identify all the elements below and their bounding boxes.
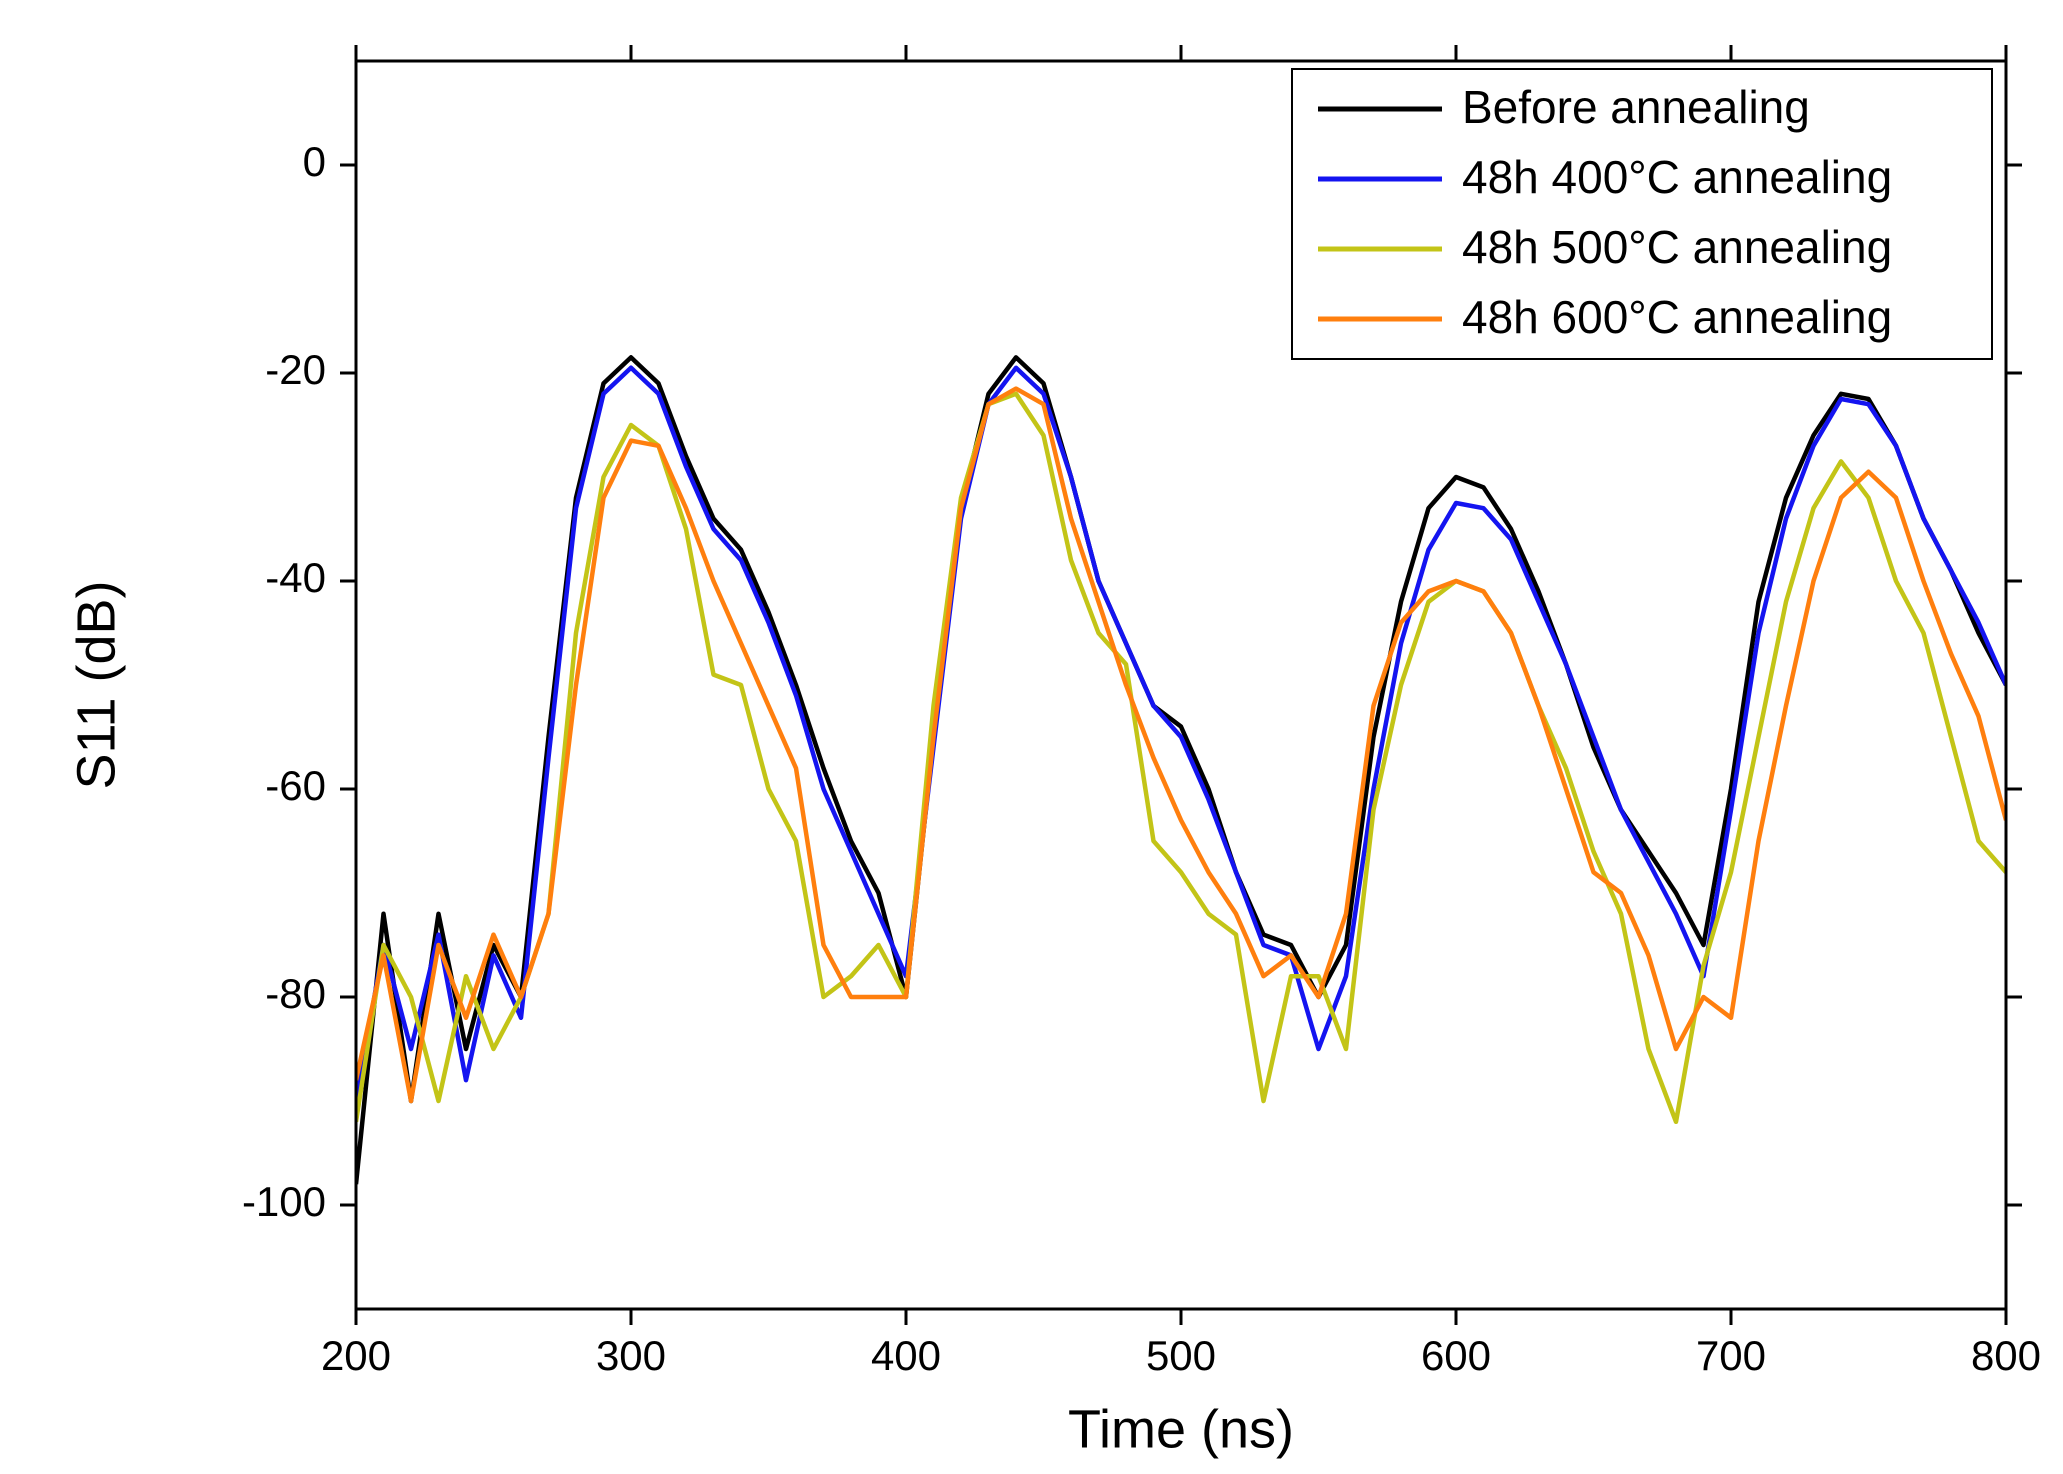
series-line (356, 391, 2006, 1125)
legend-label: 48h 500°C annealing (1462, 221, 1892, 273)
x-tick-label: 600 (1421, 1332, 1491, 1379)
x-tick-label: 200 (321, 1332, 391, 1379)
y-tick-label: -100 (242, 1178, 326, 1225)
y-tick-label: -80 (265, 970, 326, 1017)
x-tick-label: 700 (1696, 1332, 1766, 1379)
series-line (356, 355, 2006, 1185)
series-line (356, 365, 2006, 1102)
y-tick-label: -40 (265, 554, 326, 601)
x-tick-label: 400 (871, 1332, 941, 1379)
x-tick-label: 300 (596, 1332, 666, 1379)
legend-label: 48h 400°C annealing (1462, 151, 1892, 203)
y-axis-label: S11 (dB) (66, 580, 126, 789)
x-tick-label: 500 (1146, 1332, 1216, 1379)
y-tick-label: -60 (265, 762, 326, 809)
series-line (356, 386, 2006, 1104)
x-tick-label: 800 (1971, 1332, 2041, 1379)
x-axis-label: Time (ns) (1068, 1399, 1294, 1459)
y-tick-label: -20 (265, 346, 326, 393)
legend-label: 48h 600°C annealing (1462, 291, 1892, 343)
legend-label: Before annealing (1462, 81, 1810, 133)
legend-box (1291, 68, 1993, 360)
plot-lines (356, 355, 2006, 1185)
y-tick-label: 0 (303, 138, 326, 185)
